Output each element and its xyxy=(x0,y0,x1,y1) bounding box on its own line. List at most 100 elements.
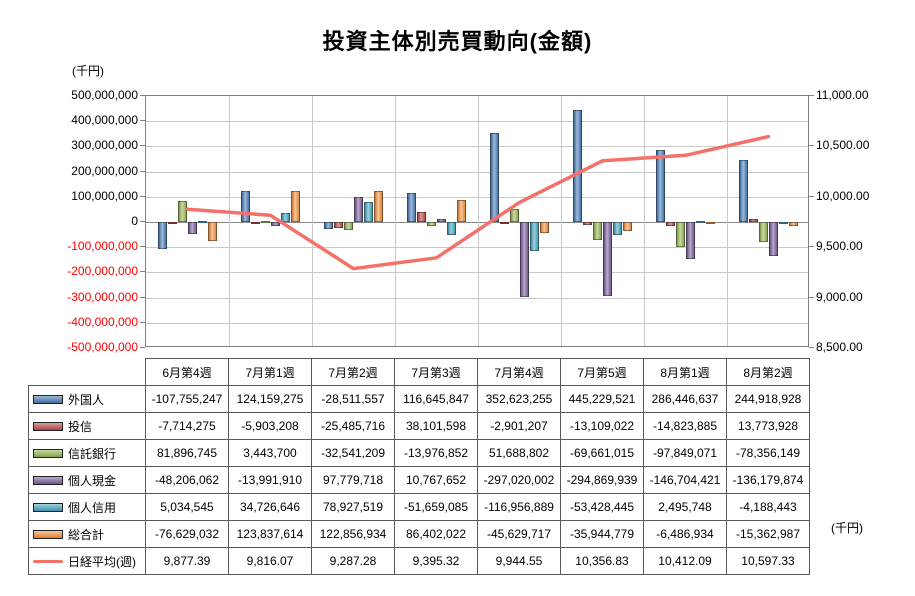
legend-bar-icon xyxy=(33,394,63,404)
value-cell: 10,597.33 xyxy=(726,547,810,575)
series-legend-entry: 総合計 xyxy=(31,526,143,543)
value-cell: -7,714,275 xyxy=(145,412,229,440)
value-cell: -69,661,015 xyxy=(560,439,644,467)
week-header: 6月第4週 xyxy=(145,358,229,386)
legend-bar-icon xyxy=(33,421,63,431)
bar-個人現金-6月第4週 xyxy=(188,222,197,234)
plot-area xyxy=(145,95,809,347)
left-axis-tickmark xyxy=(140,297,145,298)
right-axis-unit-label: (千円) xyxy=(831,521,863,535)
series-legend-entry: 投信 xyxy=(31,418,143,435)
left-axis-tick-label: 200,000,000 xyxy=(71,164,138,178)
bar-外国人-7月第5週 xyxy=(573,110,582,222)
bar-個人現金-7月第4週 xyxy=(520,222,529,297)
gridline-horizontal xyxy=(146,298,808,299)
value-cell: 286,446,637 xyxy=(643,385,727,413)
bar-総合計-7月第1週 xyxy=(291,191,300,222)
gridline-horizontal xyxy=(146,197,808,198)
bar-信託銀行-8月第1週 xyxy=(676,222,685,247)
value-cell: -2,901,207 xyxy=(477,412,561,440)
gridline-vertical xyxy=(478,96,479,346)
left-axis-tickmark xyxy=(140,171,145,172)
right-axis-tick-label: 10,000.00 xyxy=(816,189,870,203)
bar-個人信用-8月第2週 xyxy=(779,222,788,224)
value-cell: 38,101,598 xyxy=(394,412,478,440)
bar-個人信用-7月第4週 xyxy=(530,222,539,251)
right-axis-tick-label: 9,000.00 xyxy=(816,290,863,304)
bar-個人信用-6月第4週 xyxy=(198,221,207,223)
bar-信託銀行-7月第1週 xyxy=(261,221,270,223)
series-legend-entry: 日経平均(週) xyxy=(31,553,143,570)
value-cell: 116,645,847 xyxy=(394,385,478,413)
week-header: 7月第2週 xyxy=(311,358,395,386)
left-axis-tick-label: 300,000,000 xyxy=(71,138,138,152)
bar-個人現金-7月第5週 xyxy=(603,222,612,296)
bar-外国人-8月第2週 xyxy=(739,160,748,222)
value-cell: 123,837,614 xyxy=(228,520,312,548)
zero-axis-line xyxy=(146,222,808,223)
gridline-vertical xyxy=(644,96,645,346)
week-header: 8月第1週 xyxy=(643,358,727,386)
value-cell: -297,020,002 xyxy=(477,466,561,494)
gridline-vertical xyxy=(395,96,396,346)
bar-総合計-7月第5週 xyxy=(623,222,632,231)
value-cell: -32,541,209 xyxy=(311,439,395,467)
bar-投信-7月第2週 xyxy=(334,222,343,228)
nikkei-line xyxy=(185,134,771,271)
left-axis-tick-label: 500,000,000 xyxy=(71,88,138,102)
bar-投信-8月第1週 xyxy=(666,222,675,226)
nikkei-line-path xyxy=(185,134,771,271)
gridline-horizontal xyxy=(146,172,808,173)
right-axis-tick-label: 11,000.00 xyxy=(816,88,869,102)
bar-信託銀行-7月第3週 xyxy=(427,222,436,226)
table-row: 日経平均(週) 9,877.39 9,816.07 9,287.28 9,395.32 9… xyxy=(28,547,810,575)
value-cell: 9,877.39 xyxy=(145,547,229,575)
value-cell: 3,443,700 xyxy=(228,439,312,467)
value-cell: -48,206,062 xyxy=(145,466,229,494)
gridline-vertical xyxy=(312,96,313,346)
bar-外国人-7月第3週 xyxy=(407,193,416,222)
gridline-horizontal xyxy=(146,323,808,324)
right-axis-tickmark xyxy=(809,145,814,146)
series-name-cell: 外国人 xyxy=(28,385,146,413)
bar-信託銀行-8月第2週 xyxy=(759,222,768,242)
week-header: 7月第4週 xyxy=(477,358,561,386)
value-cell: 97,779,718 xyxy=(311,466,395,494)
value-cell: 9,944.55 xyxy=(477,547,561,575)
value-cell: -13,976,852 xyxy=(394,439,478,467)
bar-総合計-7月第2週 xyxy=(374,191,383,222)
series-name: 総合計 xyxy=(68,527,105,542)
left-axis-tickmark xyxy=(140,322,145,323)
value-cell: -76,629,032 xyxy=(145,520,229,548)
legend-bar-icon xyxy=(33,448,63,458)
gridline-vertical xyxy=(727,96,728,346)
left-axis-tick-label: -400,000,000 xyxy=(67,315,138,329)
table-row: 信託銀行 81,896,745 3,443,700 -32,541,209 -13,97… xyxy=(28,439,810,467)
value-cell: -116,956,889 xyxy=(477,493,561,521)
value-cell: -13,991,910 xyxy=(228,466,312,494)
bar-信託銀行-6月第4週 xyxy=(178,201,187,222)
value-cell: -97,849,071 xyxy=(643,439,727,467)
bar-外国人-8月第1週 xyxy=(656,150,665,222)
series-name: 信託銀行 xyxy=(68,446,117,461)
table-header-blank-cell xyxy=(29,359,146,386)
right-axis-tickmark xyxy=(809,347,814,348)
table-row: 総合計 -76,629,032 123,837,614 122,856,934 86,4… xyxy=(28,520,810,548)
bar-総合計-6月第4週 xyxy=(208,222,217,241)
left-axis-tickmark xyxy=(140,120,145,121)
value-cell: 81,896,745 xyxy=(145,439,229,467)
value-cell: 124,159,275 xyxy=(228,385,312,413)
table-row: 外国人 -107,755,247 124,159,275 -28,511,557 116… xyxy=(28,385,810,413)
left-axis-tickmark xyxy=(140,347,145,348)
bar-個人信用-7月第3週 xyxy=(447,222,456,235)
value-cell: 2,495,748 xyxy=(643,493,727,521)
bar-外国人-6月第4週 xyxy=(158,222,167,249)
bar-信託銀行-7月第2週 xyxy=(344,222,353,230)
bar-外国人-7月第2週 xyxy=(324,222,333,229)
right-axis-tickmark xyxy=(809,95,814,96)
left-axis-tick-label: -500,000,000 xyxy=(67,340,138,354)
value-cell: 78,927,519 xyxy=(311,493,395,521)
value-cell: -78,356,149 xyxy=(726,439,810,467)
chart-title: 投資主体別売買動向(金額) xyxy=(322,29,593,54)
